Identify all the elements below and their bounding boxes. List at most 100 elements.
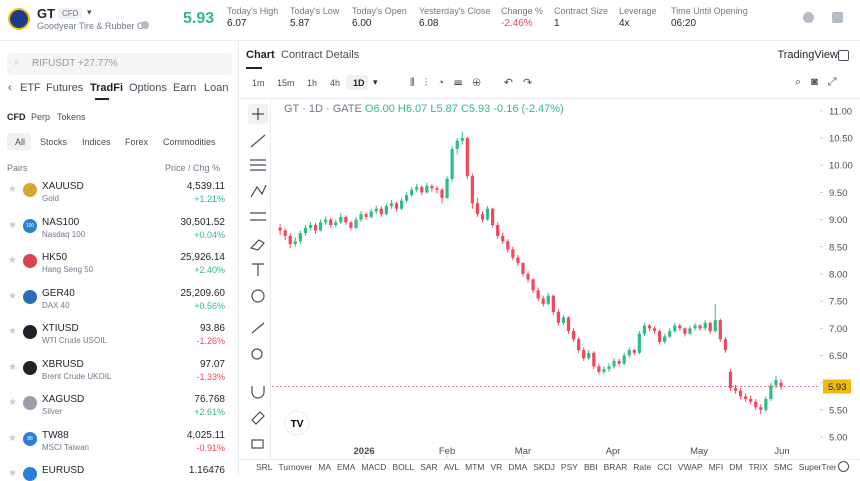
interval-caret[interactable]: ▾ (373, 77, 378, 87)
subtab[interactable]: Perp (31, 112, 51, 122)
stat-label: Contract Size (554, 6, 609, 16)
pair-symbol: XBRUSD (42, 358, 84, 370)
tradingview-toggle[interactable]: TradingView (777, 49, 838, 61)
indicator[interactable]: VWAP (677, 462, 703, 472)
candle-body (541, 298, 545, 304)
indicator-settings[interactable] (838, 461, 849, 472)
sidebar-tab[interactable]: ETF (20, 82, 41, 94)
pair-change: +2.61% (194, 407, 225, 417)
indicator[interactable]: SAR (420, 462, 438, 472)
x-tick-label: Feb (439, 446, 455, 457)
pair-change: +0.04% (194, 229, 225, 240)
sidebar-tab[interactable]: Loan (204, 82, 229, 94)
tabs-back[interactable]: ‹ (8, 82, 12, 94)
y-tick-label: 11.00 (829, 106, 852, 117)
subtab[interactable]: CFD (7, 112, 26, 122)
chart-tab[interactable]: Contract Details (281, 49, 360, 61)
stat-label: Today's Low (290, 6, 340, 16)
interval[interactable]: 1D (353, 78, 365, 88)
indicator[interactable]: Rate (633, 462, 652, 472)
dropdown-caret[interactable]: ▾ (87, 7, 92, 17)
y-tick-label: 9.00 (829, 215, 848, 226)
indicator[interactable]: BRAR (603, 462, 628, 472)
candle-body (480, 214, 485, 220)
indicator[interactable]: SRL (256, 462, 273, 472)
toolbar-right-icons[interactable]: ⌕◙⤢ (795, 76, 847, 88)
sidebar-tab[interactable]: Earn (173, 82, 197, 94)
indicator[interactable]: SKDJ (533, 462, 555, 472)
candle-body (622, 355, 626, 364)
indicator[interactable]: MFI (708, 462, 724, 472)
candle-body (718, 320, 722, 340)
indicator[interactable]: AVL (443, 462, 460, 472)
pair-name: MSCI Taiwan (42, 442, 89, 452)
candle-body (359, 214, 363, 220)
chart-tab[interactable]: Chart (246, 49, 275, 61)
indicator[interactable]: TRIX (748, 462, 768, 472)
candle-body (339, 216, 343, 223)
candle-body (597, 366, 601, 372)
pair-name: Brent Crude UKOIL (42, 371, 112, 381)
symbol[interactable]: GT (37, 6, 56, 21)
candle-body (602, 369, 606, 372)
info-icon[interactable] (141, 21, 149, 29)
filter[interactable]: Indices (82, 137, 111, 147)
candle-body (298, 233, 302, 242)
legend-change: -0.16 (-2.47%) (493, 103, 564, 115)
filter[interactable]: Forex (125, 137, 149, 147)
search-box[interactable] (7, 53, 232, 75)
x-tick-label: 2026 (354, 446, 375, 457)
candle-body (754, 401, 758, 408)
star-icon: ★ (8, 255, 17, 266)
indicator[interactable]: SuperTrendPro (798, 462, 836, 472)
candle-body (369, 211, 373, 217)
candle-body (354, 219, 358, 228)
sidebar-tab[interactable]: TradFi (90, 82, 124, 94)
sidebar-tab[interactable]: Futures (46, 82, 84, 94)
indicator[interactable]: DMA (508, 462, 528, 472)
pair-name: Hang Seng 50 (42, 265, 94, 274)
filter[interactable]: All (15, 137, 26, 147)
indicator[interactable]: VR (490, 462, 503, 472)
candle-body (708, 322, 712, 332)
indicator[interactable]: SMC (773, 462, 793, 472)
indicator[interactable]: MA (318, 462, 331, 472)
candle-body (592, 352, 596, 367)
sidebar-tab[interactable]: Options (129, 82, 167, 94)
interval[interactable]: 4h (330, 78, 341, 88)
y-tick-label: 7.00 (829, 324, 848, 335)
candle-body (728, 371, 733, 389)
indicator[interactable]: PSY (560, 462, 578, 472)
col-pairs[interactable]: Pairs (7, 163, 28, 173)
drawing-tools[interactable] (248, 104, 268, 449)
settings-icon[interactable] (832, 12, 843, 23)
last-price-tag (823, 379, 851, 394)
pair-change: -1.33% (196, 371, 225, 382)
indicator[interactable]: BOLL (392, 462, 415, 472)
indicator[interactable]: EMA (337, 462, 356, 472)
interval[interactable]: 15m (277, 78, 295, 88)
subtab[interactable]: Tokens (57, 112, 86, 122)
candle-body (551, 295, 555, 313)
indicator[interactable]: BBI (583, 462, 598, 472)
candle-body (561, 317, 566, 323)
col-price[interactable]: Price / Chg % (164, 163, 220, 173)
filter[interactable]: Commodities (163, 137, 216, 147)
indicator[interactable]: DM (729, 462, 743, 472)
indicator[interactable]: MTM (465, 462, 485, 472)
play-icon[interactable] (803, 12, 814, 23)
pair-icon (23, 360, 37, 375)
interval[interactable]: 1m (252, 78, 265, 88)
indicator[interactable]: CCI (657, 462, 672, 472)
filter[interactable]: Stocks (40, 137, 68, 147)
checkbox[interactable] (838, 50, 849, 61)
pair-icon (23, 183, 37, 197)
candle-body (521, 263, 525, 274)
candle-body (364, 214, 368, 217)
toolbar-icons[interactable]: ⫴⫶◔☰⊕ ↶↷ (410, 77, 543, 89)
indicator[interactable]: Turnover (278, 462, 313, 472)
chart-legend: GT · 1D · GATE O6.00 H6.07 L5.87 C5.93 -… (284, 103, 564, 115)
interval[interactable]: 1h (307, 78, 318, 88)
indicator[interactable]: MACD (361, 462, 387, 472)
stat-label: Today's Open (352, 6, 407, 16)
